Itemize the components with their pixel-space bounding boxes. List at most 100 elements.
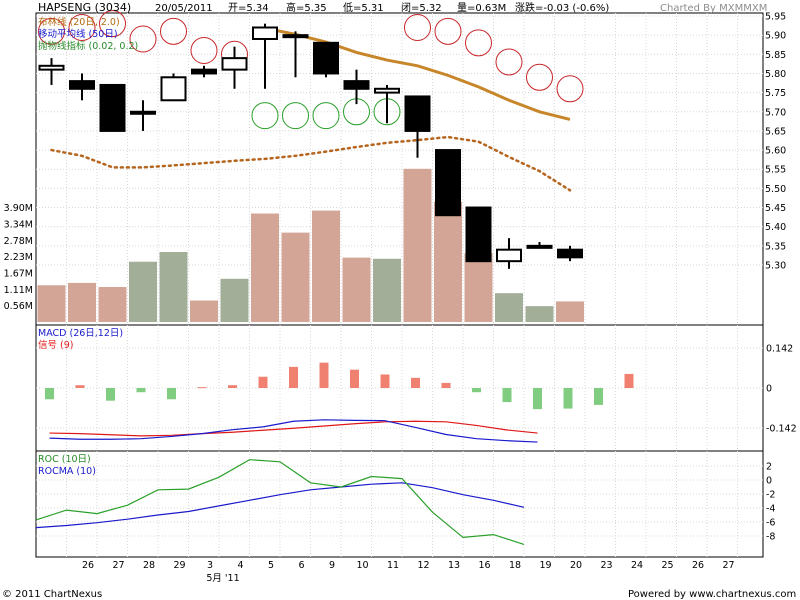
charted-by-label: Charted By MXMMXM [660, 3, 767, 14]
candle-body [160, 76, 187, 102]
macd-histogram-bar [502, 388, 512, 403]
volume-tick-label: 1.11M [4, 285, 33, 296]
x-tick-label: 16 [478, 560, 490, 571]
x-tick-label: 24 [631, 560, 643, 571]
sar-point [129, 25, 157, 53]
x-tick-label: 25 [661, 560, 673, 571]
macd-histogram-bar [441, 382, 451, 388]
candle-body [374, 87, 400, 94]
price-tick-label: 5.90 [765, 31, 786, 42]
volume-bar [190, 300, 218, 322]
macd-histogram-bar [106, 388, 115, 401]
volume-bars [37, 168, 584, 322]
low-label: 低=5.31 [343, 1, 384, 14]
price-tick-label: 5.55 [765, 165, 786, 176]
x-tick-label: 13 [448, 560, 460, 571]
macd-series [45, 362, 634, 443]
x-tick-label: 27 [722, 560, 734, 571]
volume-label: 量=0.63M [457, 2, 506, 14]
legend-ma: 移动平均线 (50日) [38, 28, 118, 40]
grid-lines [36, 13, 763, 557]
macd-histogram-bar [167, 388, 176, 400]
volume-bar [342, 257, 371, 322]
open-label: 开=5.34 [228, 3, 269, 14]
macd-histogram-bar [411, 377, 420, 388]
rocma-line [35, 482, 525, 529]
x-tick-label: 23 [600, 560, 612, 571]
macd-histogram-bar [563, 388, 573, 409]
price-tick-label: 5.50 [765, 184, 786, 195]
price-tick-label: 5.95 [765, 12, 786, 23]
price-overlays [38, 10, 584, 192]
price-tick-label: 5.80 [765, 69, 786, 80]
candle-body [404, 95, 431, 132]
price-tick-label: 5.40 [765, 222, 786, 233]
x-tick-label: 3 [207, 560, 213, 571]
volume-tick-label: 3.34M [4, 219, 33, 230]
volume-bar [556, 301, 584, 322]
x-tick-label: 26 [82, 560, 94, 571]
volume-tick-label: 1.67M [4, 268, 33, 279]
candle-body [435, 149, 461, 217]
high-label: 高=5.35 [286, 1, 327, 14]
x-tick-label: 11 [387, 560, 399, 571]
macd-histogram-bar [258, 376, 268, 388]
candlesticks [38, 23, 583, 269]
candle-body [313, 41, 339, 75]
macd-tick-label: 0 [766, 384, 772, 395]
candle-body [526, 244, 553, 249]
legend-rocma: ROCMA (10) [38, 466, 96, 477]
roc-series [35, 459, 525, 545]
macd-histogram-bar [533, 388, 542, 410]
macd-histogram-bar [350, 369, 359, 388]
macd-histogram-bar [624, 373, 634, 388]
candle-body [130, 110, 156, 115]
volume-bar [281, 232, 310, 322]
volume-bar [129, 261, 157, 322]
candle-body [496, 248, 522, 263]
macd-histogram-bar [136, 388, 146, 393]
macd-histogram-bar [594, 388, 603, 405]
volume-tick-label: 2.78M [4, 236, 33, 247]
x-tick-label: 9 [329, 560, 335, 571]
footer-powered-by: Powered by www.chartnexus.com [628, 589, 796, 600]
sar-point [312, 102, 340, 130]
axis-labels: 5.95 5.90 5.85 5.80 5.75 5.70 5.65 5.60 5.55 5.50… [4, 12, 797, 585]
sar-point [38, 17, 65, 45]
legend-bollinger: 布林线 (20日, 2.0) [38, 16, 120, 28]
x-tick-label: 19 [539, 560, 551, 571]
price-tick-label: 5.60 [765, 146, 786, 157]
signal-line [49, 420, 538, 437]
candle-body [38, 64, 65, 71]
candle-body [465, 206, 492, 263]
ma50-line [50, 135, 572, 192]
macd-histogram-bar [197, 387, 207, 389]
volume-tick-label: 0.56M [4, 301, 33, 312]
macd-tick-label: -0.142 [766, 424, 797, 435]
volume-bar [251, 213, 279, 322]
sar-point [404, 13, 431, 41]
candle-body [343, 80, 370, 90]
macd-histogram-bar [75, 385, 85, 388]
volume-bar [312, 210, 340, 322]
x-tick-label: 5 [268, 560, 274, 571]
volume-bar [525, 306, 554, 322]
volume-tick-label: 2.23M [4, 252, 33, 263]
sar-point [465, 29, 492, 57]
volume-bar [434, 201, 462, 322]
roc-tick-label: -4 [766, 504, 775, 515]
change-label: 涨跌=-0.03 (-0.6%) [515, 1, 609, 14]
candle-body [191, 68, 217, 75]
candle-body [99, 83, 126, 132]
candle-body [69, 80, 95, 90]
price-tick-label: 5.85 [765, 50, 786, 61]
macd-histogram-bar [45, 388, 54, 400]
sar-point [526, 63, 553, 91]
x-tick-label: 6 [298, 560, 304, 571]
candle-body [221, 57, 248, 71]
macd-histogram-bar [380, 374, 390, 388]
legend-signal: 信号 (9) [38, 339, 73, 351]
close-label: 闭=5.32 [401, 1, 442, 14]
roc-tick-label: -2 [766, 490, 775, 501]
price-tick-label: 5.35 [765, 241, 786, 252]
